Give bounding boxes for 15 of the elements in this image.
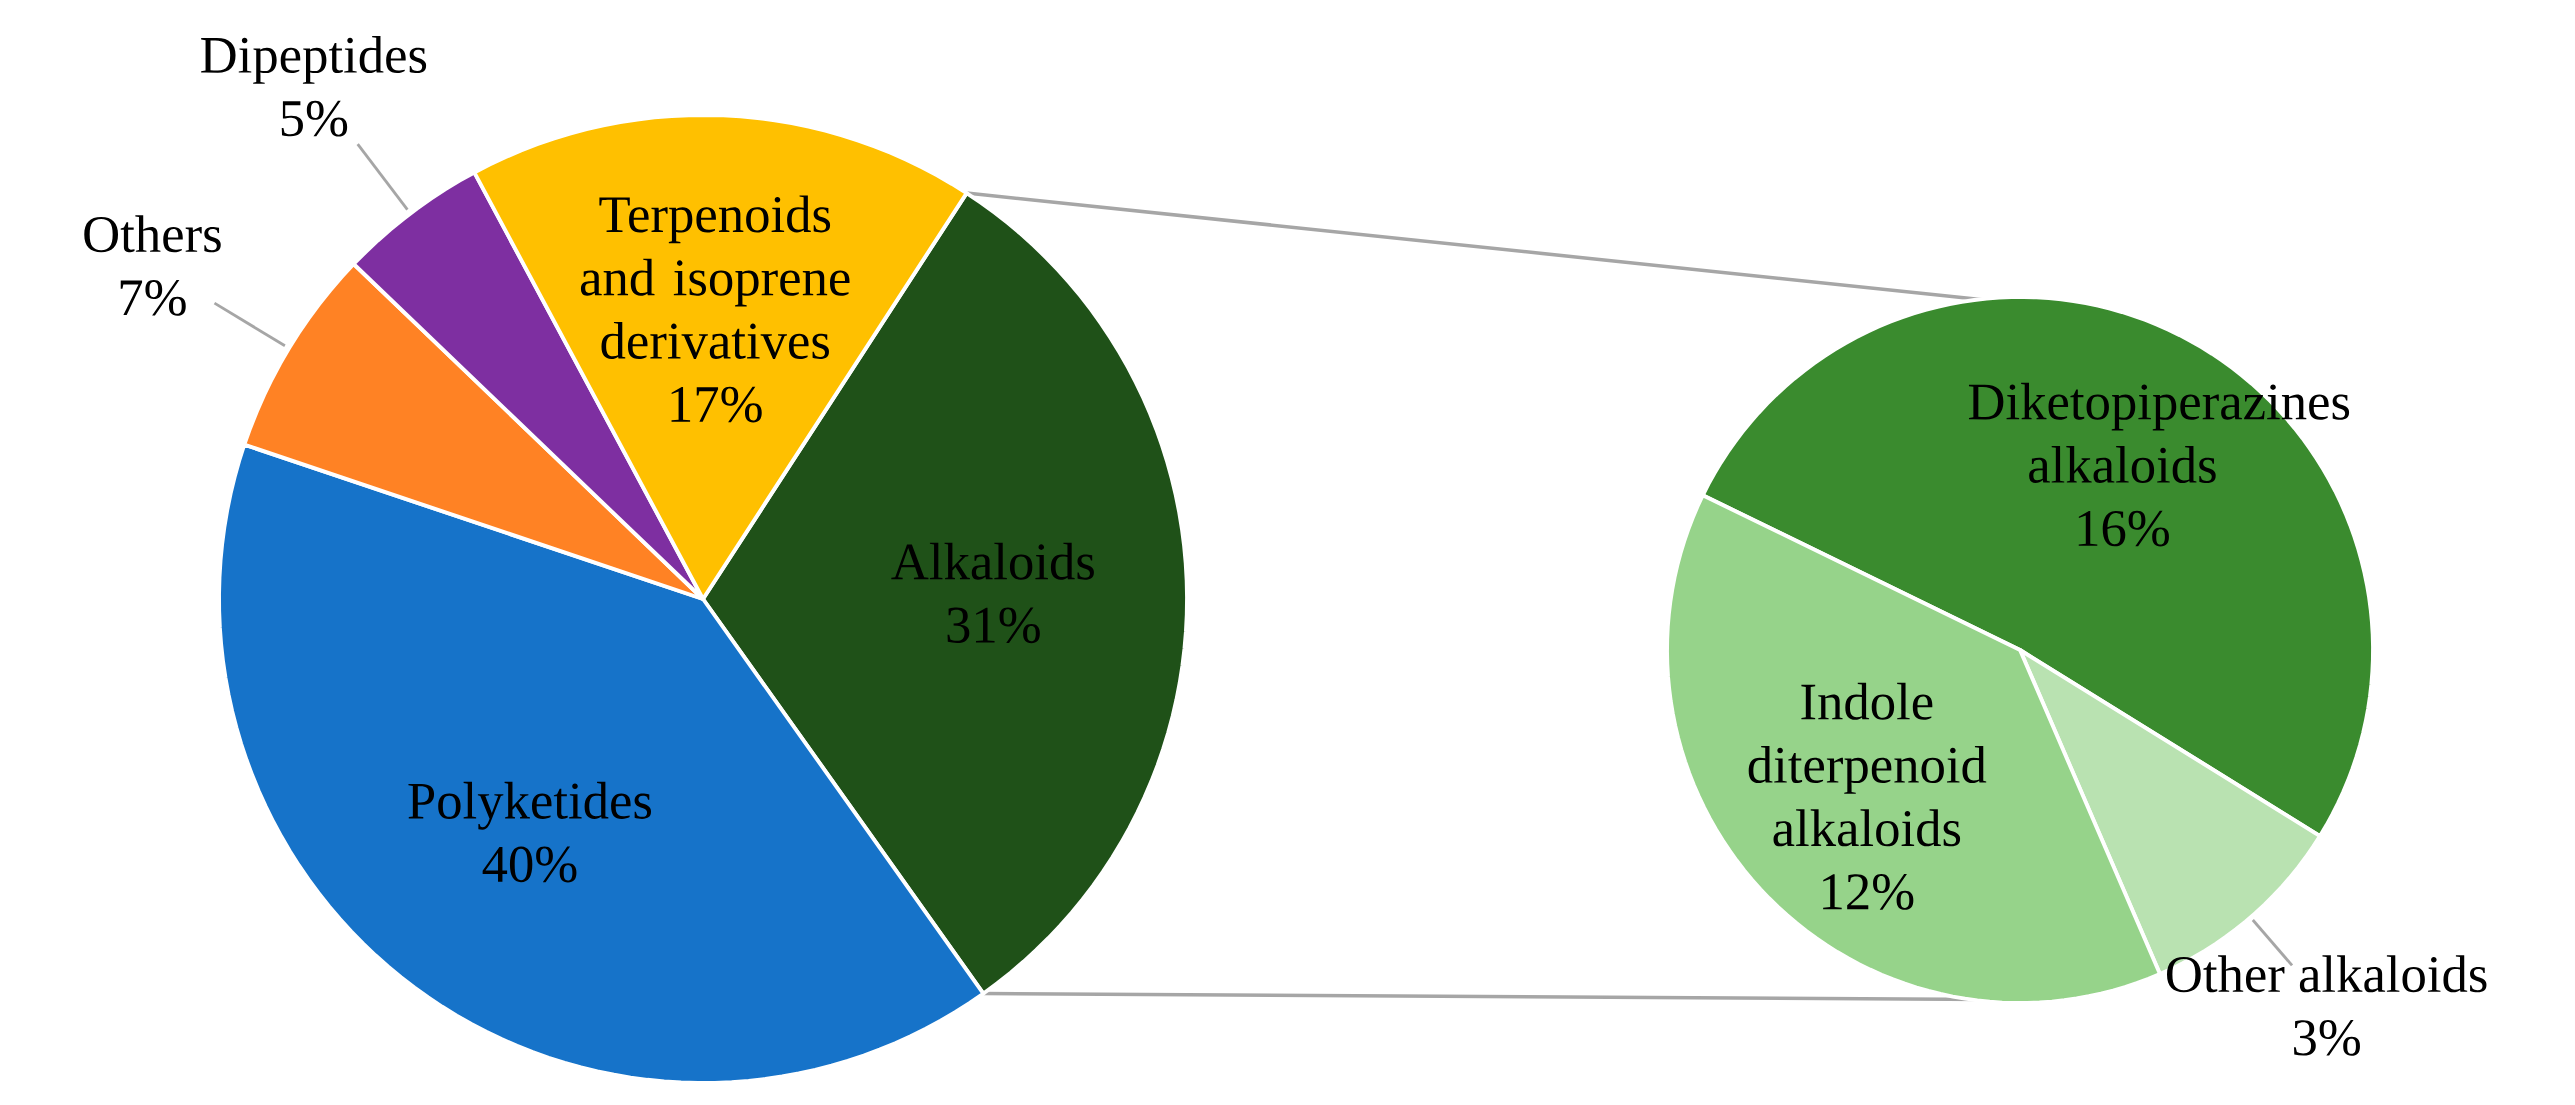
data-label: 40% xyxy=(482,846,577,883)
slice-label: Others xyxy=(84,215,221,253)
slice-label: Alkaloids xyxy=(891,542,1094,580)
data-label: 3% xyxy=(2294,1020,2360,1056)
data-label: 5% xyxy=(281,100,348,137)
slice-label: Polyketides xyxy=(408,781,652,830)
data-label: 17% xyxy=(671,386,762,423)
slice-label: Other alkaloids xyxy=(2167,955,2487,993)
data-label: 7% xyxy=(120,280,186,316)
data-label: 12% xyxy=(1823,874,1914,910)
slice-label: Indole diterpenoid alkaloids xyxy=(1748,682,1987,847)
data-label: 16% xyxy=(2078,510,2169,547)
data-label: 31% xyxy=(947,607,1040,644)
slice-label: Dipeptides xyxy=(201,36,427,84)
slice-label: Terpenoids and isoprene derivatives xyxy=(580,195,850,359)
